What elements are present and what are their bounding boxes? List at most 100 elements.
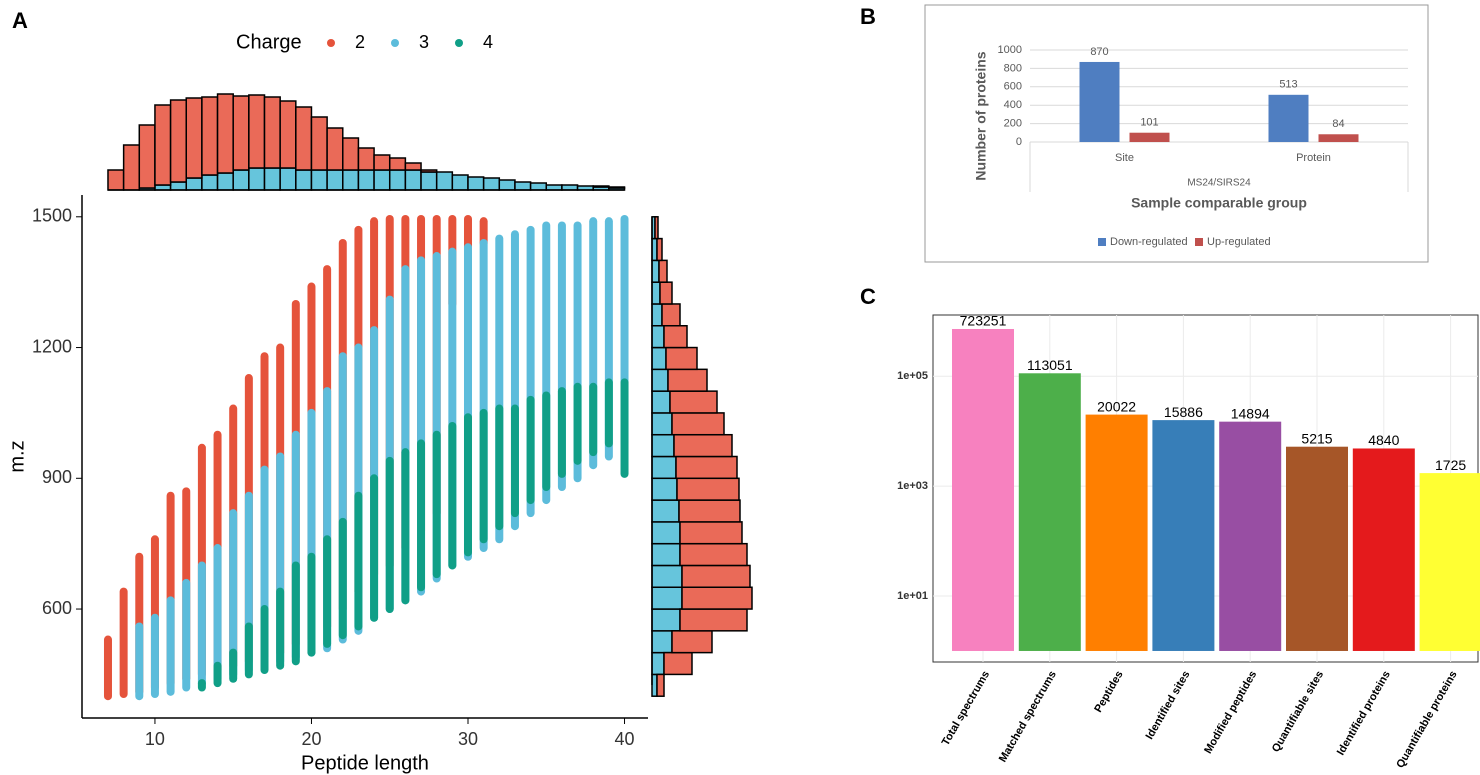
histogram-bar (404, 169, 422, 191)
legend-label: 3 (419, 32, 429, 52)
bar (1268, 94, 1309, 142)
histogram-bar (608, 186, 626, 189)
histogram-bar (248, 167, 266, 191)
y-axis-title: Number of proteins (973, 51, 989, 180)
histogram-bar (232, 95, 250, 171)
histogram-bar (232, 169, 250, 191)
histogram-bar (373, 154, 391, 171)
histogram-bar (420, 169, 438, 173)
value-label: 5215 (1301, 430, 1332, 446)
y-tick-label: 800 (1004, 62, 1022, 74)
histogram-bar (656, 237, 663, 262)
point-column (213, 661, 222, 688)
histogram-bar (514, 181, 532, 191)
histogram-bar (651, 303, 663, 327)
x-axis-title: Sample comparable group (1131, 195, 1307, 211)
histogram-bar (671, 412, 725, 436)
value-label: 870 (1090, 46, 1108, 58)
legend-dot (327, 39, 335, 47)
histogram-bar (482, 177, 501, 191)
histogram-bar (467, 176, 485, 191)
value-label: 1725 (1435, 457, 1466, 473)
panel-label: A (12, 8, 28, 33)
bar (1085, 414, 1148, 651)
point-column (542, 391, 551, 492)
histogram-bar (388, 169, 407, 191)
histogram-bar (154, 104, 172, 186)
x-tick-label: Quantifiable sites (1270, 669, 1326, 754)
point-column (260, 605, 269, 675)
point-column (197, 561, 206, 688)
point-column (604, 378, 613, 448)
point-column (103, 635, 112, 701)
point-column (135, 622, 144, 701)
histogram-bar (263, 96, 281, 169)
legend-label: 2 (355, 32, 365, 52)
histogram-bar (661, 303, 681, 327)
point-column (479, 408, 488, 544)
histogram-bar (678, 499, 741, 523)
histogram-bar (263, 167, 281, 191)
bar (1219, 421, 1282, 651)
legend-swatch (1195, 238, 1203, 246)
histogram-bar (665, 346, 698, 371)
histogram-bar (651, 477, 678, 501)
histogram-bar (216, 172, 234, 191)
histogram-bar (388, 157, 407, 171)
y-axis-title: m.z (6, 440, 28, 472)
histogram-bar (656, 673, 665, 697)
histogram-bar (279, 100, 297, 169)
point-column (307, 552, 316, 657)
panel-label: C (860, 284, 876, 309)
histogram-bar (663, 651, 693, 676)
histogram-bar (529, 182, 548, 191)
histogram-bar (679, 542, 748, 567)
point-column (370, 474, 379, 622)
point-column (620, 378, 629, 478)
point-column (213, 544, 222, 683)
x-tick-label: 30 (458, 729, 478, 749)
value-label: 14894 (1231, 405, 1270, 421)
x-tick-label: 40 (615, 729, 635, 749)
histogram-bar (651, 368, 669, 392)
y-tick-label: 600 (42, 598, 72, 618)
value-label: 113051 (1027, 357, 1073, 373)
x-tick-label: 20 (301, 729, 321, 749)
histogram-bar (659, 281, 673, 305)
histogram-bar (185, 97, 203, 179)
point-column (276, 587, 285, 670)
group-label: MS24/SIRS24 (1187, 178, 1251, 189)
point-column (526, 395, 535, 505)
histogram-bar (651, 586, 683, 610)
histogram-bar (248, 94, 266, 169)
value-label: 101 (1140, 117, 1158, 129)
point-column (495, 404, 504, 531)
point-column (557, 387, 566, 478)
histogram-bar (651, 608, 681, 632)
histogram-bar (216, 93, 234, 174)
histogram-bar (651, 630, 673, 654)
histogram-bar (357, 147, 375, 171)
histogram-bar (651, 521, 681, 545)
y-tick-label: 900 (42, 467, 72, 487)
point-column (182, 578, 191, 692)
histogram-bar (592, 185, 610, 188)
histogram-bar (651, 433, 675, 458)
histogram-bar (663, 325, 688, 349)
y-tick-label: 1e+01 (897, 590, 928, 602)
histogram-bar (671, 630, 713, 654)
histogram-bar (185, 177, 203, 191)
value-label: 723251 (960, 313, 1007, 329)
point-column (589, 382, 598, 457)
y-tick-label: 1200 (32, 336, 72, 356)
histogram-bar (279, 167, 297, 191)
histogram-bar (169, 99, 187, 183)
x-tick-label: Peptides (1092, 669, 1125, 715)
x-tick-label: Total spectrums (940, 669, 992, 748)
y-tick-label: 0 (1016, 136, 1022, 148)
point-column (385, 456, 394, 614)
point-column (510, 404, 519, 518)
y-tick-label: 400 (1004, 99, 1022, 111)
y-tick-label: 600 (1004, 81, 1022, 93)
